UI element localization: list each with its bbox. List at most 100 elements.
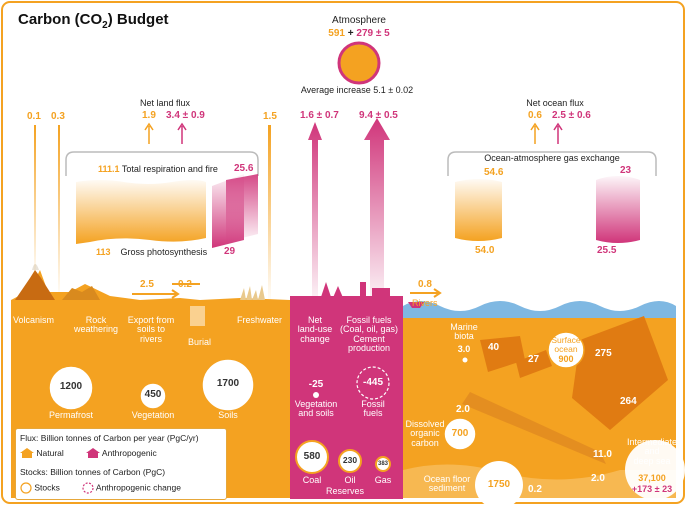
net-ocean-flux-label: Net ocean flux [526, 98, 584, 108]
surface-ocean-label: Surface ocean [551, 335, 581, 354]
respiration-row: 111.1 Total respiration and fire [98, 164, 218, 174]
permafrost-stock-circle [48, 365, 94, 411]
ocean-flux-275-value: 275 [595, 348, 612, 359]
rock-weathering-label: Rock weathering [73, 315, 119, 335]
export-label: Export from soils to rivers [127, 315, 175, 344]
net-ocean-natural-value: 0.6 [528, 110, 542, 121]
net-land-anthro-value: 3.4 ± 0.9 [166, 110, 205, 121]
gas-stock-circle [375, 456, 391, 472]
weathering-flux-value: 0.3 [51, 111, 65, 122]
ocean-exchange-bracket [447, 151, 657, 176]
photosynthesis-row: 113 Gross photosynthesis [96, 247, 208, 257]
legend: Flux: Billion tonnes of Carbon per year … [15, 428, 227, 500]
ocean-flux-275 [572, 316, 668, 430]
volcanism-flux-arrow [34, 125, 36, 280]
deep-flux-value: 11.0 [593, 449, 612, 460]
burial-label: Burial [188, 337, 212, 347]
freshwater-flux-arrow [268, 125, 271, 305]
sediment-label: Ocean floor sediment [423, 474, 471, 494]
photosynthesis-anthro-value: 29 [224, 246, 236, 257]
net-ocean-natural-arrow [530, 122, 540, 144]
ocean-out-anthro-value: 23 [620, 165, 632, 176]
ocean-flux-40 [480, 336, 525, 372]
rivers-label: Rivers [412, 298, 438, 308]
ocean-flux-27 [516, 350, 552, 378]
photosynthesis-block [76, 180, 206, 244]
land-anthro-up-block [226, 174, 258, 242]
permafrost-label: Permafrost [48, 410, 94, 420]
ocean-exchange-label: Ocean-atmosphere gas exchange [484, 153, 620, 163]
marine-biota-label: Marine biota [450, 322, 478, 342]
atmosphere-increase: Average increase 5.1 ± 0.02 [300, 85, 414, 95]
sediment-stock-circle [475, 461, 523, 505]
fossil-flux-arrow [364, 118, 390, 302]
sediment-flux-b-value: 0.2 [528, 484, 542, 495]
export-flux-value: 2.5 [140, 279, 154, 290]
fossil-fuels-label: Fossil fuels (Coal, oil, gas) Cement pro… [339, 315, 399, 354]
page-title: Carbon (CO2) Budget [18, 11, 169, 31]
doc-stock-circle [443, 417, 477, 451]
anthropogenic-arrow-icon [86, 448, 100, 459]
oil-label: Oil [344, 475, 356, 485]
deep-sea-value: 37,100 [638, 473, 666, 483]
ocean-in-natural-value: 54.0 [475, 245, 495, 256]
vegetation-label: Vegetation [131, 410, 175, 420]
net-ocean-anthro-value: 2.5 ± 0.6 [552, 110, 591, 121]
soils-label: Soils [218, 410, 238, 420]
volcanism-label: Volcanism [13, 315, 55, 325]
ocean-flux-40-value: 40 [488, 342, 500, 353]
doc-value: 700 [451, 428, 469, 439]
volcanism-flux-value: 0.1 [27, 111, 41, 122]
sediment-flux-a-value: 2.0 [591, 473, 605, 484]
coal-label: Coal [302, 475, 322, 485]
land-exchange-bracket [65, 151, 259, 176]
land-use-label: Net land-use change [297, 315, 333, 344]
legend-anthropogenic: Anthropogenic [86, 448, 157, 459]
gas-label: Gas [374, 475, 392, 485]
anthro-change-circle-icon [82, 482, 94, 494]
veg-soils-label: Vegetation and soils [294, 399, 338, 419]
tree-icon [320, 282, 332, 300]
permafrost-value: 1200 [59, 381, 83, 392]
surface-ocean-value: 900 [558, 354, 574, 364]
gas-value: 383 [377, 461, 389, 467]
fossil-flux-value: 9.4 ± 0.5 [359, 110, 398, 121]
legend-flux-title: Flux: Billion tonnes of Carbon per year … [20, 433, 199, 443]
deep-sea-change: +173 ± 23 [631, 484, 673, 494]
soils-stock-circle [201, 358, 255, 412]
rivers-flux-value: 0.8 [418, 279, 432, 290]
ocean-flux-264-value: 264 [620, 396, 637, 407]
net-ocean-anthro-arrow [553, 122, 563, 144]
deep-sea-stock-circle [625, 440, 685, 500]
surface-ocean-circle [547, 331, 585, 369]
veg-soils-change-value: -25 [308, 379, 324, 390]
freshwater-flux-value: 1.5 [263, 111, 277, 122]
oil-stock-circle [338, 449, 362, 473]
tree-icon-2 [332, 286, 344, 300]
atmosphere-stock: 591 + 279 ± 5 [328, 28, 390, 39]
net-land-flux-label: Net land flux [139, 98, 191, 108]
grass-icon [240, 285, 265, 300]
marine-biota-value: 3.0 [457, 344, 471, 354]
legend-stocks-title: Stocks: Billion tonnes of Carbon (PgC) [20, 467, 166, 477]
ocean-floor [403, 464, 676, 498]
ocean-out-natural-value: 54.6 [484, 167, 504, 178]
deep-sea-label: Intermediate and deep sea [626, 437, 678, 466]
deep-sea-flux [462, 392, 606, 464]
rivers-arrow [410, 288, 442, 298]
coal-stock-circle [295, 440, 329, 474]
stock-circle-icon [20, 482, 32, 494]
respiration-anthro-value: 25.6 [234, 163, 254, 174]
fossil-change-circle [356, 366, 390, 400]
vegetation-stock-circle [139, 382, 167, 410]
net-land-natural-arrow [144, 122, 154, 144]
rocks-icon [62, 286, 100, 300]
marine-biota-dot [462, 357, 468, 363]
export-arrow [132, 289, 180, 299]
reserves-label: Reserves [325, 486, 365, 496]
boat-icon [408, 302, 424, 308]
net-land-natural-value: 1.9 [142, 110, 156, 121]
chimney-icon [360, 282, 366, 300]
ocean-anthro-block [596, 176, 640, 243]
